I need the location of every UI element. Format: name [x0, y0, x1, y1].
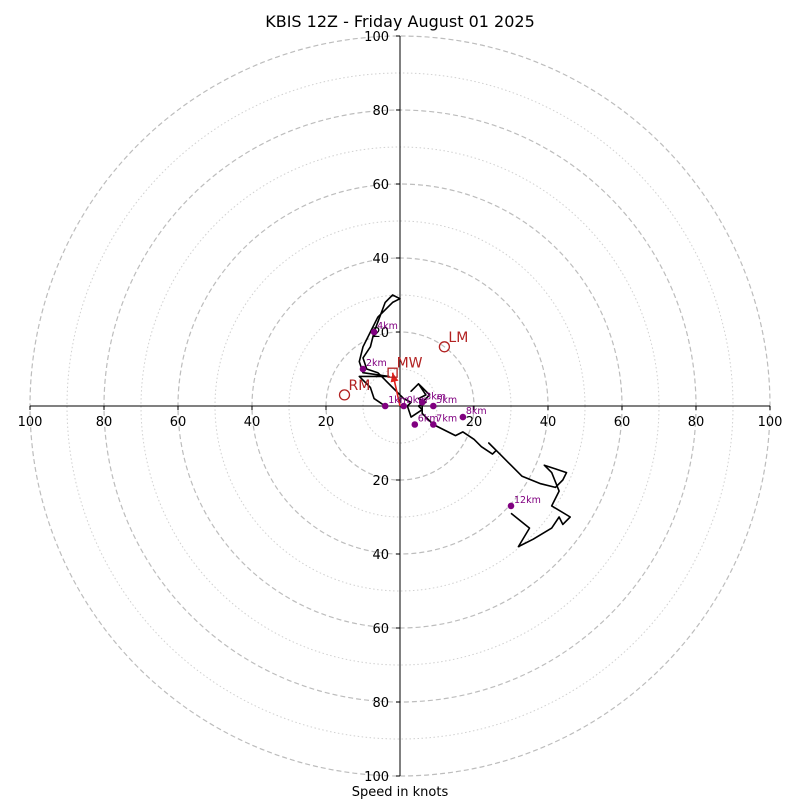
x-axis-label: Speed in knots — [352, 785, 449, 800]
x-tick-label: 80 — [688, 415, 705, 430]
y-tick-label: 20 — [372, 474, 389, 489]
height-marker-5km — [430, 402, 437, 410]
height-marker-6km — [411, 421, 419, 428]
x-tick-label: 40 — [540, 415, 557, 430]
height-label-1km: 1km — [388, 395, 409, 406]
height-label-3km: 3km — [425, 391, 446, 402]
height-marker-1km — [381, 402, 389, 410]
hodograph-trace — [358, 294, 572, 548]
x-tick-label: 80 — [96, 415, 113, 430]
y-tick-label: 80 — [372, 696, 389, 711]
height-label-12km: 12km — [514, 495, 541, 506]
height-marker-7km — [430, 421, 437, 428]
height-label-7km: 7km — [436, 414, 457, 425]
storm-motion-label-RM: RM — [349, 378, 371, 394]
height-marker-8km — [459, 413, 467, 421]
chart-title: KBIS 12Z - Friday August 01 2025 — [265, 12, 535, 31]
tick-labels: 100 80 60 40 20 20 40 60 80 100 100 80 60 40 20 20 40 60 8… — [18, 30, 783, 785]
storm-motion-label-MW: MW — [397, 356, 423, 372]
x-tick-label: 100 — [758, 415, 783, 430]
y-tick-label: 40 — [372, 548, 389, 563]
y-tick-label: 80 — [372, 104, 389, 119]
y-tick-label: 60 — [372, 622, 389, 637]
y-tick-label: 20 — [372, 326, 389, 341]
y-tick-label: 100 — [364, 770, 389, 785]
height-label-5km: 5km — [436, 395, 457, 406]
y-tick-label: 100 — [364, 30, 389, 45]
height-marker-2km — [359, 365, 367, 373]
height-marker-4km — [370, 328, 378, 336]
x-tick-label: 60 — [170, 415, 187, 430]
y-tick-label: 60 — [372, 178, 389, 193]
height-marker-0km — [400, 402, 408, 410]
x-tick-label: 40 — [244, 415, 261, 430]
x-tick-label: 20 — [318, 415, 335, 430]
height-label-4km: 4km — [377, 321, 398, 332]
storm-motion-marker-LM — [438, 341, 451, 353]
storm-motion-label-LM: LM — [448, 330, 468, 346]
x-tick-label: 20 — [466, 415, 483, 430]
storm-motion-marker-RM — [338, 389, 351, 401]
x-tick-label: 60 — [614, 415, 631, 430]
storm-motion-marker-MW — [387, 367, 398, 378]
height-label-0km: 0km — [407, 395, 428, 406]
height-label-6km: 6km — [418, 414, 439, 425]
storm-motion-markers: RM LM MW — [338, 330, 468, 401]
y-tick-label: 40 — [372, 252, 389, 267]
x-tick-label: 100 — [18, 415, 43, 430]
height-marker-12km — [507, 502, 515, 510]
height-marker-3km — [418, 399, 426, 406]
height-label-2km: 2km — [366, 358, 387, 369]
height-label-8km: 8km — [466, 406, 487, 417]
